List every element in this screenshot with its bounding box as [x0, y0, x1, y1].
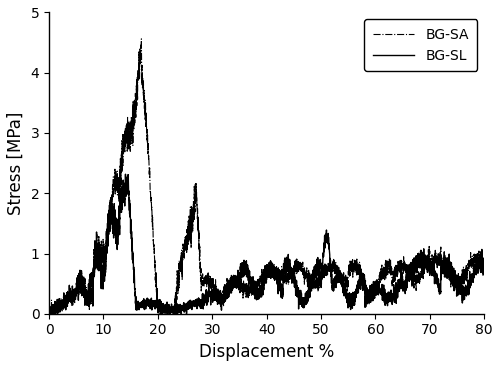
BG-SA	[232, 277, 238, 281]
Legend: BG-SA, BG-SL: BG-SA, BG-SL	[364, 20, 478, 71]
BG-SL	[122, 172, 128, 176]
BG-SA	[481, 264, 487, 269]
BG-SL	[362, 294, 368, 299]
BG-SL	[46, 312, 52, 316]
BG-SL	[253, 288, 259, 292]
BG-SL	[468, 274, 474, 279]
BG-SA	[468, 257, 474, 262]
BG-SA	[46, 312, 52, 316]
Line: BG-SA: BG-SA	[49, 39, 484, 314]
BG-SL	[446, 259, 452, 263]
BG-SA	[138, 37, 144, 41]
BG-SA	[446, 269, 452, 274]
BG-SA	[229, 282, 235, 286]
X-axis label: Displacement %: Displacement %	[199, 343, 334, 361]
BG-SL	[232, 277, 238, 282]
BG-SL	[46, 307, 52, 312]
BG-SL	[229, 284, 235, 288]
BG-SA	[253, 284, 259, 289]
Y-axis label: Stress [MPa]: Stress [MPa]	[7, 112, 25, 215]
BG-SL	[481, 261, 487, 265]
Line: BG-SL: BG-SL	[49, 174, 484, 314]
BG-SA	[362, 283, 368, 287]
